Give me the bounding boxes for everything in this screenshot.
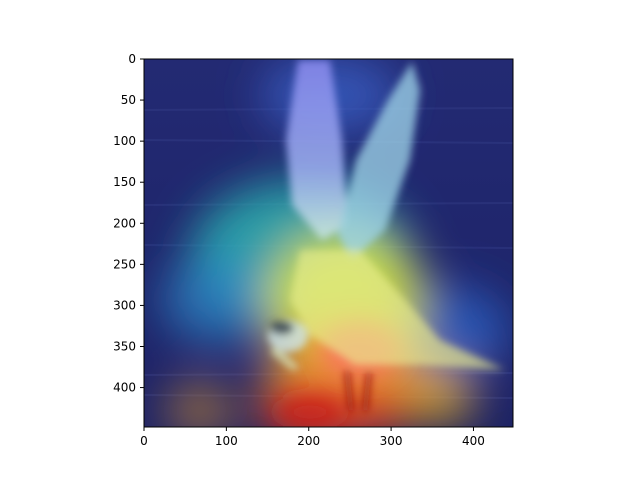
x-tick-label: 100	[215, 434, 238, 448]
y-tick-label: 100	[113, 134, 136, 148]
x-tick-label: 300	[380, 434, 403, 448]
x-axis: 0 100 200 300 400	[140, 427, 485, 448]
y-axis: 0 50 100 150 200 250 300 350 400	[113, 52, 144, 395]
x-tick-label: 400	[462, 434, 485, 448]
y-tick-label: 400	[113, 381, 136, 395]
bird	[268, 60, 505, 412]
y-tick-label: 50	[121, 93, 136, 107]
y-tick-label: 250	[113, 257, 136, 271]
x-tick-label: 200	[297, 434, 320, 448]
y-tick-label: 150	[113, 175, 136, 189]
heatmap-image	[144, 59, 513, 427]
plot-frame	[143, 58, 514, 428]
y-tick-label: 350	[113, 340, 136, 354]
y-tick-label: 0	[128, 52, 136, 66]
y-tick-label: 200	[113, 216, 136, 230]
x-tick-label: 0	[140, 434, 148, 448]
y-tick-label: 300	[113, 298, 136, 312]
